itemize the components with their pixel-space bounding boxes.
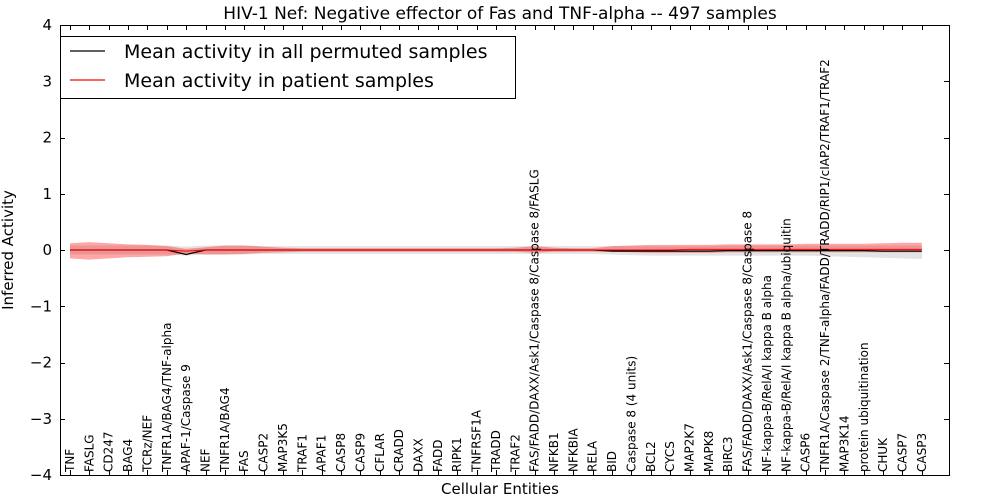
- x-tick-label: Caspase 8 (4 units): [624, 356, 638, 472]
- uncertainty-bands: [70, 242, 922, 260]
- y-axis: −4 −3 −2 −1 0 1 2 3 4: [30, 16, 949, 484]
- x-tick-label: NF-kappa-B/RelA/I kappa B alpha: [760, 275, 774, 472]
- x-tick-label: protein ubiquitination: [857, 342, 871, 472]
- x-tick-label: MAP2K7: [683, 423, 697, 472]
- x-tick-label: CHUK: [876, 437, 890, 472]
- x-tick-label: CASP6: [799, 433, 813, 472]
- x-tick-label: FADD: [431, 440, 445, 473]
- x-tick-label: NFKB1: [547, 432, 561, 472]
- x-tick-label: TNFRSF1A: [470, 409, 484, 473]
- x-tick-label: CD247: [102, 431, 116, 472]
- x-tick-label: FASLG: [82, 434, 96, 472]
- x-tick-label: CFLAR: [373, 433, 387, 472]
- y-tick-label: 2: [42, 129, 52, 147]
- x-axis: TNF FASLG CD247 BAG4 TCRz/NEF TNFR1A/BAG4/TNF…: [63, 25, 929, 475]
- series-lines: [70, 248, 922, 256]
- band-permuted: [70, 245, 922, 259]
- x-tick-label: RELA: [586, 440, 600, 472]
- x-tick-label: TRAF2: [508, 434, 522, 473]
- y-tick-label: 1: [42, 185, 52, 203]
- x-tick-label: BID: [605, 451, 619, 472]
- x-tick-label: APAF-1/Caspase 9: [179, 364, 193, 472]
- x-tick-label: MAP3K5: [276, 423, 290, 472]
- x-tick-label: CASP9: [353, 433, 367, 472]
- y-tick-label: 0: [42, 241, 52, 259]
- x-tick-label: CASP8: [334, 433, 348, 472]
- x-tick-label: BIRC3: [721, 436, 735, 472]
- y-tick-label: −4: [30, 466, 52, 484]
- chart-title: HIV-1 Nef: Negative effector of Fas and …: [223, 4, 777, 24]
- x-tick-label: CRADD: [392, 429, 406, 472]
- x-tick-label: TNF: [63, 449, 77, 473]
- x-tick-label: TCRz/NEF: [140, 415, 154, 473]
- x-tick-label: TRAF1: [295, 434, 309, 473]
- y-tick-label: 4: [42, 16, 52, 34]
- x-tick-label: CASP2: [257, 433, 271, 472]
- x-tick-label: CYCS: [663, 441, 677, 472]
- legend-label-patient: Mean activity in patient samples: [124, 70, 434, 92]
- x-tick-label: FAS: [237, 450, 251, 472]
- x-tick-label: CASP3: [915, 433, 929, 472]
- x-tick-label: NF-kappa-B/RelA/I kappa B alpha/ubiquiti…: [779, 218, 793, 472]
- x-tick-label: TNFR1A/Caspase 2/TNF-alpha/FADD/TRADD/RI…: [818, 59, 832, 473]
- x-tick-label: DAXX: [411, 438, 425, 472]
- x-tick-label: APAF1: [315, 435, 329, 472]
- x-tick-label: BCL2: [644, 441, 658, 472]
- x-tick-label: MAPK8: [702, 431, 716, 472]
- x-tick-label: MAP3K14: [837, 415, 851, 472]
- legend-label-permuted: Mean activity in all permuted samples: [124, 41, 487, 63]
- x-axis-label: Cellular Entities: [441, 480, 559, 498]
- x-tick-label: CASP7: [895, 433, 909, 472]
- band-patient: [70, 242, 922, 260]
- x-tick-label: NEF: [199, 448, 213, 472]
- x-tick-label: TNFR1A/BAG4/TNF-alpha: [160, 323, 174, 473]
- x-tick-label: NFKBIA: [566, 427, 580, 472]
- legend: Mean activity in all permuted samples Me…: [60, 36, 516, 99]
- y-tick-label: −1: [30, 297, 52, 315]
- y-tick-label: 3: [42, 72, 52, 90]
- series-line-patient: [70, 248, 922, 252]
- legend-box: [60, 36, 516, 99]
- x-tick-label: FAS/FADD/DAXX/Ask1/Caspase 8/Caspase 8: [741, 211, 755, 472]
- x-tick-label: FAS/FADD/DAXX/Ask1/Caspase 8/Caspase 8/F…: [528, 169, 542, 472]
- x-tick-label: TRADD: [489, 430, 503, 473]
- y-axis-label: Inferred Activity: [0, 190, 17, 310]
- x-tick-label: BAG4: [121, 439, 135, 472]
- y-tick-label: −3: [30, 410, 52, 428]
- x-tick-label: TNFR1A/BAG4: [218, 387, 232, 473]
- x-tick-label: RIPK1: [450, 437, 464, 472]
- y-tick-label: −2: [30, 354, 52, 372]
